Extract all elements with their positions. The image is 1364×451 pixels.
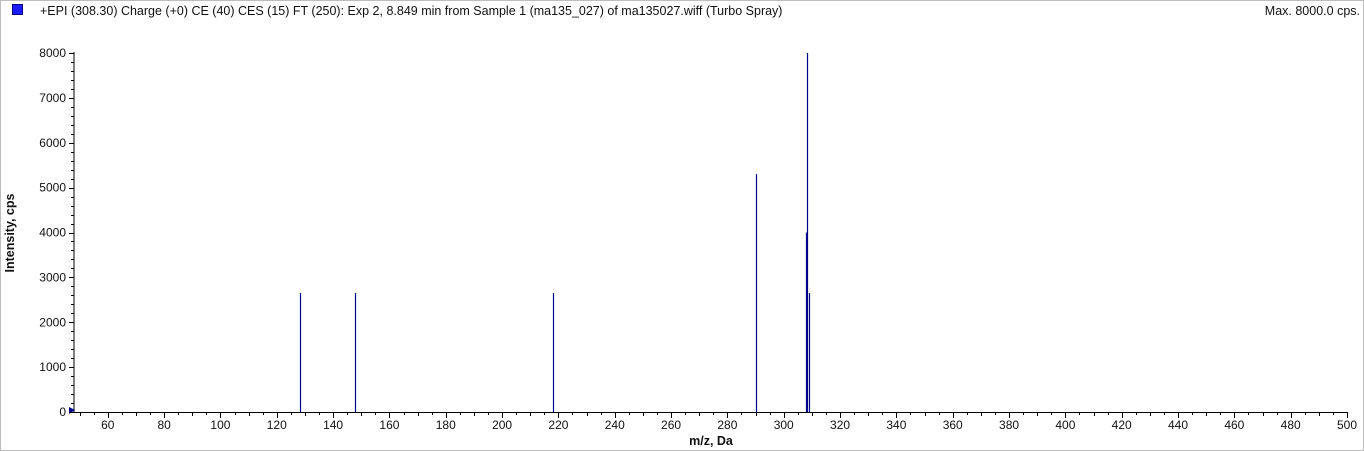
x-tick-label: 260 bbox=[661, 418, 681, 432]
spectrum-title: +EPI (308.30) Charge (+0) CE (40) CES (1… bbox=[40, 4, 783, 18]
y-tick-label: 6000 bbox=[39, 136, 66, 150]
x-tick-label: 280 bbox=[717, 418, 737, 432]
y-tick-label: 3000 bbox=[39, 270, 66, 284]
x-tick-label: 360 bbox=[943, 418, 963, 432]
y-ticks: 0 1000 2000 3000 4000 5000 6000 7000 8000 bbox=[39, 46, 74, 419]
x-tick-label: 300 bbox=[774, 418, 794, 432]
y-tick-label: 4000 bbox=[39, 226, 66, 240]
x-tick-label: 500 bbox=[1337, 418, 1357, 432]
x-ticks: 60 80 100 120 140 160 180 200 220 240 260 280 300 320… bbox=[80, 412, 1357, 432]
x-tick-label: 440 bbox=[1168, 418, 1188, 432]
series-legend-swatch[interactable] bbox=[12, 4, 23, 15]
y-tick-label: 2000 bbox=[39, 315, 66, 329]
x-axis-title: m/z, Da bbox=[689, 434, 734, 448]
x-tick-label: 220 bbox=[548, 418, 568, 432]
x-tick-label: 240 bbox=[605, 418, 625, 432]
y-tick-label: 5000 bbox=[39, 181, 66, 195]
x-tick-label: 460 bbox=[1224, 418, 1244, 432]
x-tick-label: 180 bbox=[436, 418, 456, 432]
peaks bbox=[299, 53, 811, 412]
x-tick-label: 60 bbox=[101, 418, 115, 432]
x-tick-label: 340 bbox=[886, 418, 906, 432]
x-tick-label: 160 bbox=[379, 418, 399, 432]
axes bbox=[69, 52, 1347, 414]
x-tick-label: 200 bbox=[492, 418, 512, 432]
max-intensity-label: Max. 8000.0 cps. bbox=[1264, 4, 1360, 18]
x-tick-label: 380 bbox=[999, 418, 1019, 432]
x-tick-label: 120 bbox=[267, 418, 287, 432]
y-tick-label: 8000 bbox=[39, 46, 66, 60]
y-tick-label: 1000 bbox=[39, 360, 66, 374]
x-tick-label: 80 bbox=[157, 418, 171, 432]
x-tick-label: 400 bbox=[1055, 418, 1075, 432]
x-tick-label: 480 bbox=[1281, 418, 1301, 432]
y-tick-label: 0 bbox=[59, 405, 66, 419]
x-tick-label: 140 bbox=[323, 418, 343, 432]
y-tick-label: 7000 bbox=[39, 91, 66, 105]
x-tick-label: 100 bbox=[210, 418, 230, 432]
y-axis-title: Intensity, cps bbox=[3, 193, 17, 272]
x-tick-label: 420 bbox=[1112, 418, 1132, 432]
x-tick-label: 320 bbox=[830, 418, 850, 432]
